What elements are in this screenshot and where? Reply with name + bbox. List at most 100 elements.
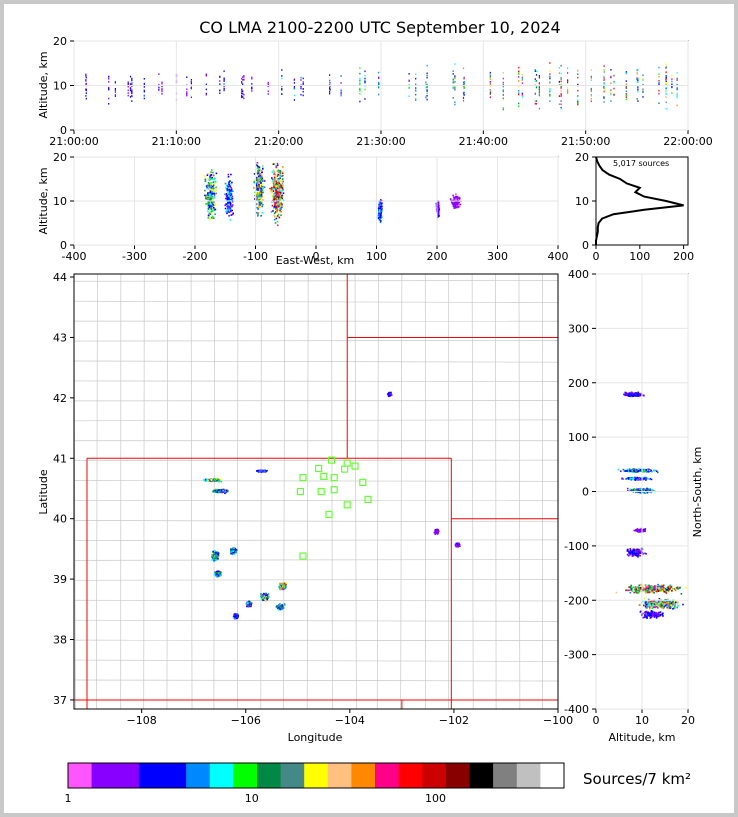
ns-source-point bbox=[633, 591, 635, 594]
ns-source-point bbox=[677, 587, 679, 590]
time-source-point bbox=[454, 87, 456, 89]
ew-source-point bbox=[227, 173, 230, 176]
ew-source-point bbox=[452, 194, 454, 197]
time-source-point bbox=[658, 89, 660, 92]
county-border-line bbox=[331, 274, 333, 709]
ew-source-point bbox=[455, 198, 457, 201]
plan-source-point bbox=[233, 615, 235, 618]
time-source-point bbox=[603, 88, 605, 90]
time-source-point bbox=[560, 87, 562, 89]
county-border-line bbox=[74, 539, 558, 541]
ew-source-point bbox=[213, 201, 215, 203]
ns-source-point bbox=[674, 587, 677, 590]
plan-source-point bbox=[216, 478, 219, 480]
time-source-point bbox=[378, 93, 380, 96]
ew-source-point bbox=[227, 193, 229, 195]
ns-source-point bbox=[669, 586, 671, 588]
ew-source-point bbox=[259, 204, 262, 206]
lma-station-marker bbox=[315, 464, 323, 473]
ew-source-point bbox=[280, 171, 282, 174]
time-source-point bbox=[415, 93, 417, 96]
ns-source-point bbox=[658, 585, 661, 587]
ns-source-point bbox=[621, 478, 623, 480]
ew-source-point bbox=[259, 178, 261, 180]
ew-source-point bbox=[209, 217, 211, 220]
plan-source-point bbox=[214, 489, 217, 492]
ew-source-point bbox=[210, 174, 212, 177]
plan-source-point bbox=[217, 551, 219, 554]
plan-source-point bbox=[263, 470, 266, 472]
ns-source-point bbox=[669, 589, 672, 591]
ew-source-point bbox=[437, 200, 440, 203]
plan-source-point bbox=[277, 609, 280, 611]
ew-source-point bbox=[261, 178, 263, 181]
ew-source-point bbox=[275, 217, 278, 220]
time-source-point bbox=[190, 79, 192, 81]
ew-source-point bbox=[280, 196, 283, 199]
plan-source-point bbox=[224, 492, 226, 495]
time-source-point bbox=[219, 75, 221, 78]
time-source-point bbox=[300, 87, 302, 90]
plan-source-point bbox=[279, 582, 281, 585]
ew-source-point bbox=[276, 185, 279, 187]
ew-source-point bbox=[225, 186, 227, 189]
ew-source-point bbox=[226, 198, 229, 201]
ns-source-point bbox=[637, 470, 640, 472]
ew-source-point bbox=[273, 206, 276, 208]
ns-source-point bbox=[638, 530, 640, 533]
ns-source-point bbox=[665, 589, 667, 591]
plan-source-point bbox=[456, 542, 459, 544]
ew-source-point bbox=[277, 169, 280, 172]
ew-source-point bbox=[279, 170, 281, 172]
ew-source-point bbox=[276, 170, 279, 172]
lat-tick-label: 40 bbox=[53, 513, 67, 526]
time-source-point bbox=[359, 90, 361, 92]
ns-source-point bbox=[634, 488, 636, 491]
ns-source-point bbox=[659, 600, 662, 603]
ew-source-point bbox=[377, 207, 380, 210]
ew-source-point bbox=[211, 216, 213, 219]
plan-source-point bbox=[205, 478, 207, 481]
ew-source-point bbox=[380, 205, 383, 208]
plan-source-point bbox=[268, 596, 271, 598]
plan-source-point bbox=[284, 587, 286, 590]
plan-source-point bbox=[222, 489, 225, 492]
ew-source-point bbox=[258, 197, 260, 199]
time-alt-tick-label: 0 bbox=[60, 124, 67, 137]
ns-source-point bbox=[669, 587, 672, 590]
ew-source-point bbox=[258, 201, 261, 203]
time-source-point bbox=[85, 95, 87, 97]
ew-source-point bbox=[273, 183, 276, 186]
plan-source-point bbox=[215, 570, 218, 573]
ns-source-point bbox=[641, 553, 644, 555]
ns-source-point bbox=[633, 548, 636, 551]
ew-source-point bbox=[257, 172, 259, 175]
ew-source-point bbox=[257, 213, 259, 216]
hist-alt-tick-label: 20 bbox=[575, 151, 589, 164]
ew-source-point bbox=[377, 217, 380, 219]
time-source-point bbox=[462, 85, 465, 87]
time-source-point bbox=[129, 84, 132, 86]
plan-source-point bbox=[281, 605, 284, 607]
ew-source-point bbox=[262, 199, 264, 201]
ew-source-point bbox=[212, 217, 215, 219]
ew-source-point bbox=[379, 215, 382, 218]
ew-source-point bbox=[226, 188, 228, 190]
ns-source-point bbox=[631, 392, 634, 395]
time-source-point bbox=[85, 78, 87, 81]
time-source-point bbox=[329, 82, 331, 84]
ns-source-point bbox=[650, 469, 652, 472]
time-source-point bbox=[603, 71, 605, 73]
ew-source-point bbox=[210, 208, 213, 210]
lma-station-marker bbox=[330, 486, 338, 494]
county-border-line bbox=[74, 520, 558, 523]
ns-source-point bbox=[676, 586, 679, 589]
time-source-point bbox=[241, 90, 243, 93]
plan-source-point bbox=[262, 469, 264, 472]
ew-source-point bbox=[229, 207, 232, 210]
ns-source-point bbox=[627, 470, 629, 472]
ns-source-point bbox=[644, 468, 647, 471]
ns-source-point bbox=[659, 585, 662, 588]
plan-source-point bbox=[216, 557, 218, 560]
